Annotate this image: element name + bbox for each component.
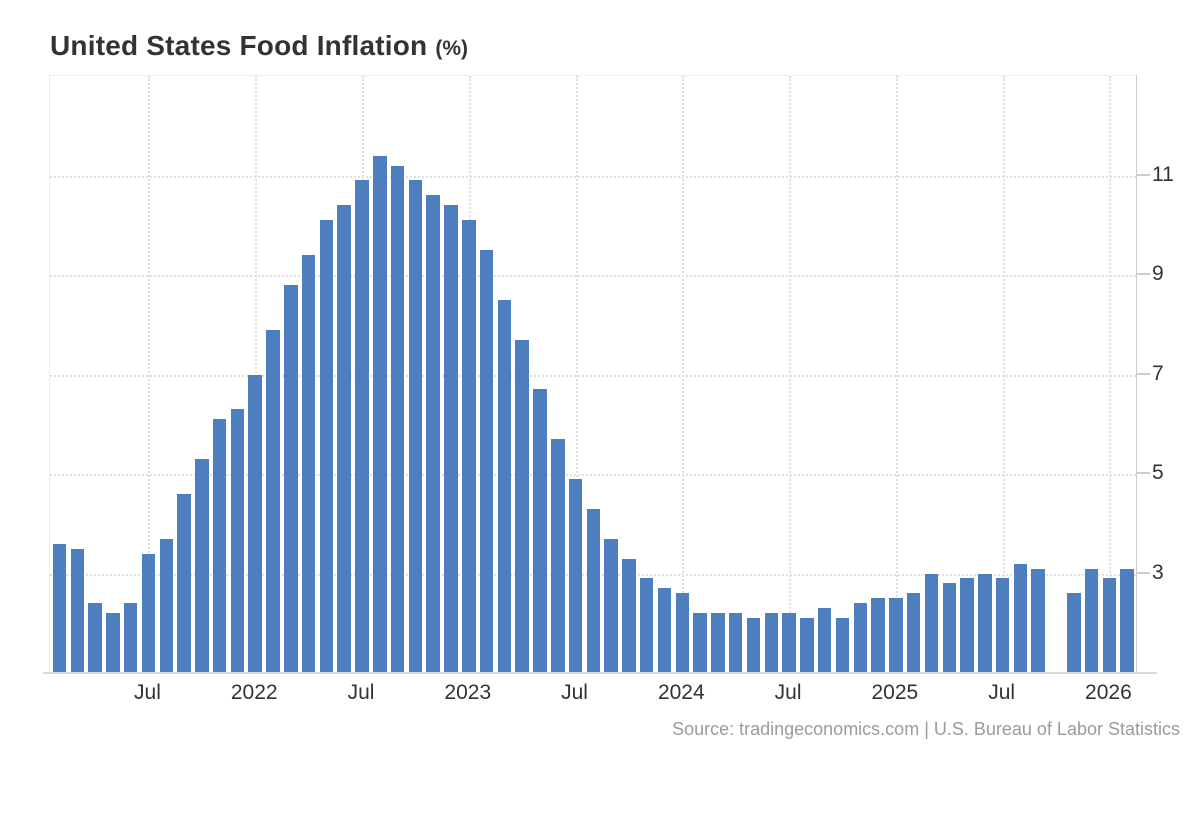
y-tick-label: 9 <box>1152 262 1164 285</box>
x-tick-label: 2024 <box>657 681 705 704</box>
bar-oct-2024[interactable] <box>835 618 850 672</box>
chart-title: United States Food Inflation (%) <box>50 30 468 62</box>
bar-nov-2024[interactable] <box>853 603 868 672</box>
bar-aug-2021[interactable] <box>159 538 174 672</box>
h-gridline <box>50 275 1136 277</box>
bar-mar-2021[interactable] <box>70 548 85 672</box>
v-gridline <box>255 76 258 672</box>
bar-nov-2025[interactable] <box>1067 593 1081 672</box>
x-axis-line <box>43 672 1157 674</box>
source-attribution: Source: tradingeconomics.com | U.S. Bure… <box>672 719 1180 739</box>
x-tick-label: 2026 <box>1085 681 1132 704</box>
x-tick-label: 2022 <box>230 681 278 704</box>
bar-jan-2022[interactable] <box>248 374 262 672</box>
bar-mar-2025[interactable] <box>924 573 939 672</box>
bar-sep-2024[interactable] <box>817 608 832 672</box>
bar-mar-2022[interactable] <box>284 284 298 672</box>
v-gridline <box>1109 76 1112 672</box>
bar-aug-2024[interactable] <box>800 618 814 672</box>
v-gridline <box>789 76 792 672</box>
bar-nov-2022[interactable] <box>426 195 440 672</box>
bar-aug-2022[interactable] <box>373 155 387 672</box>
bar-jan-2023[interactable] <box>462 220 476 672</box>
x-tick-label: Jul <box>561 681 588 704</box>
bar-may-2024[interactable] <box>746 618 761 672</box>
bar-jun-2021[interactable] <box>123 603 138 672</box>
y-axis-tick <box>1137 372 1150 375</box>
bar-dec-2024[interactable] <box>871 598 885 672</box>
bar-sep-2025[interactable] <box>1031 568 1045 672</box>
bar-jun-2024[interactable] <box>764 613 779 672</box>
v-gridline <box>895 76 898 672</box>
bar-jun-2025[interactable] <box>978 573 992 672</box>
bar-feb-2021[interactable] <box>52 543 67 672</box>
bar-jun-2022[interactable] <box>337 205 351 672</box>
x-tick-label: 2023 <box>444 681 492 704</box>
bar-feb-2023[interactable] <box>479 250 494 672</box>
bar-aug-2025[interactable] <box>1013 563 1028 672</box>
bar-sep-2023[interactable] <box>604 538 618 672</box>
x-tick-label: Jul <box>134 681 161 704</box>
bar-jul-2023[interactable] <box>568 478 583 672</box>
bar-dec-2021[interactable] <box>230 409 245 672</box>
y-axis-tick <box>1137 472 1150 474</box>
x-tick-label: Jul <box>774 681 802 704</box>
bar-oct-2022[interactable] <box>408 180 423 672</box>
v-gridline <box>575 76 578 672</box>
v-gridline <box>148 76 151 672</box>
y-tick-label: 5 <box>1152 461 1164 484</box>
bar-sep-2022[interactable] <box>390 165 405 672</box>
bar-oct-2023[interactable] <box>622 558 636 672</box>
bar-may-2022[interactable] <box>319 220 334 672</box>
y-tick-label: 3 <box>1152 560 1164 584</box>
v-gridline <box>1002 76 1005 672</box>
y-axis-tick <box>1137 571 1150 574</box>
y-axis-tick <box>1137 273 1150 275</box>
bar-jul-2021[interactable] <box>141 553 156 672</box>
chart-title-text: United States Food Inflation <box>50 30 428 61</box>
bar-jul-2024[interactable] <box>782 613 796 672</box>
bar-apr-2022[interactable] <box>301 255 316 672</box>
plot-area <box>49 75 1137 672</box>
bar-dec-2023[interactable] <box>657 588 672 672</box>
bar-apr-2025[interactable] <box>942 583 956 672</box>
bar-jan-2024[interactable] <box>675 593 690 672</box>
bar-aug-2023[interactable] <box>586 508 601 672</box>
bar-feb-2026[interactable] <box>1120 568 1134 672</box>
y-axis-tick <box>1137 173 1150 176</box>
h-gridline <box>50 474 1136 476</box>
bar-nov-2021[interactable] <box>212 419 227 672</box>
bar-dec-2022[interactable] <box>444 205 458 672</box>
bar-jan-2026[interactable] <box>1102 578 1117 672</box>
bar-nov-2023[interactable] <box>639 578 654 672</box>
x-tick-label: 2025 <box>871 681 919 704</box>
bar-feb-2024[interactable] <box>693 613 707 672</box>
v-gridline <box>682 76 685 672</box>
h-gridline <box>50 175 1136 178</box>
bar-feb-2022[interactable] <box>266 329 280 672</box>
bar-apr-2021[interactable] <box>88 603 102 672</box>
x-tick-label: Jul <box>347 681 375 704</box>
bar-apr-2023[interactable] <box>515 339 529 672</box>
bar-dec-2025[interactable] <box>1084 568 1099 672</box>
bar-apr-2024[interactable] <box>728 613 743 672</box>
bar-jan-2025[interactable] <box>889 598 903 672</box>
bar-jul-2025[interactable] <box>995 578 1010 672</box>
h-gridline <box>50 374 1136 377</box>
bar-sep-2021[interactable] <box>177 493 191 672</box>
bar-feb-2025[interactable] <box>906 593 921 672</box>
bar-jun-2023[interactable] <box>551 439 565 672</box>
bar-may-2025[interactable] <box>960 578 974 672</box>
bar-oct-2021[interactable] <box>195 459 209 672</box>
bar-may-2023[interactable] <box>533 389 547 672</box>
y-tick-label: 7 <box>1152 361 1164 385</box>
y-tick-label: 11 <box>1152 162 1174 186</box>
bar-jul-2022[interactable] <box>355 180 369 672</box>
bar-may-2021[interactable] <box>106 613 120 672</box>
bar-mar-2023[interactable] <box>497 299 512 672</box>
bar-mar-2024[interactable] <box>711 613 725 672</box>
chart-title-unit: (%) <box>435 37 469 60</box>
x-tick-label: Jul <box>988 681 1016 704</box>
